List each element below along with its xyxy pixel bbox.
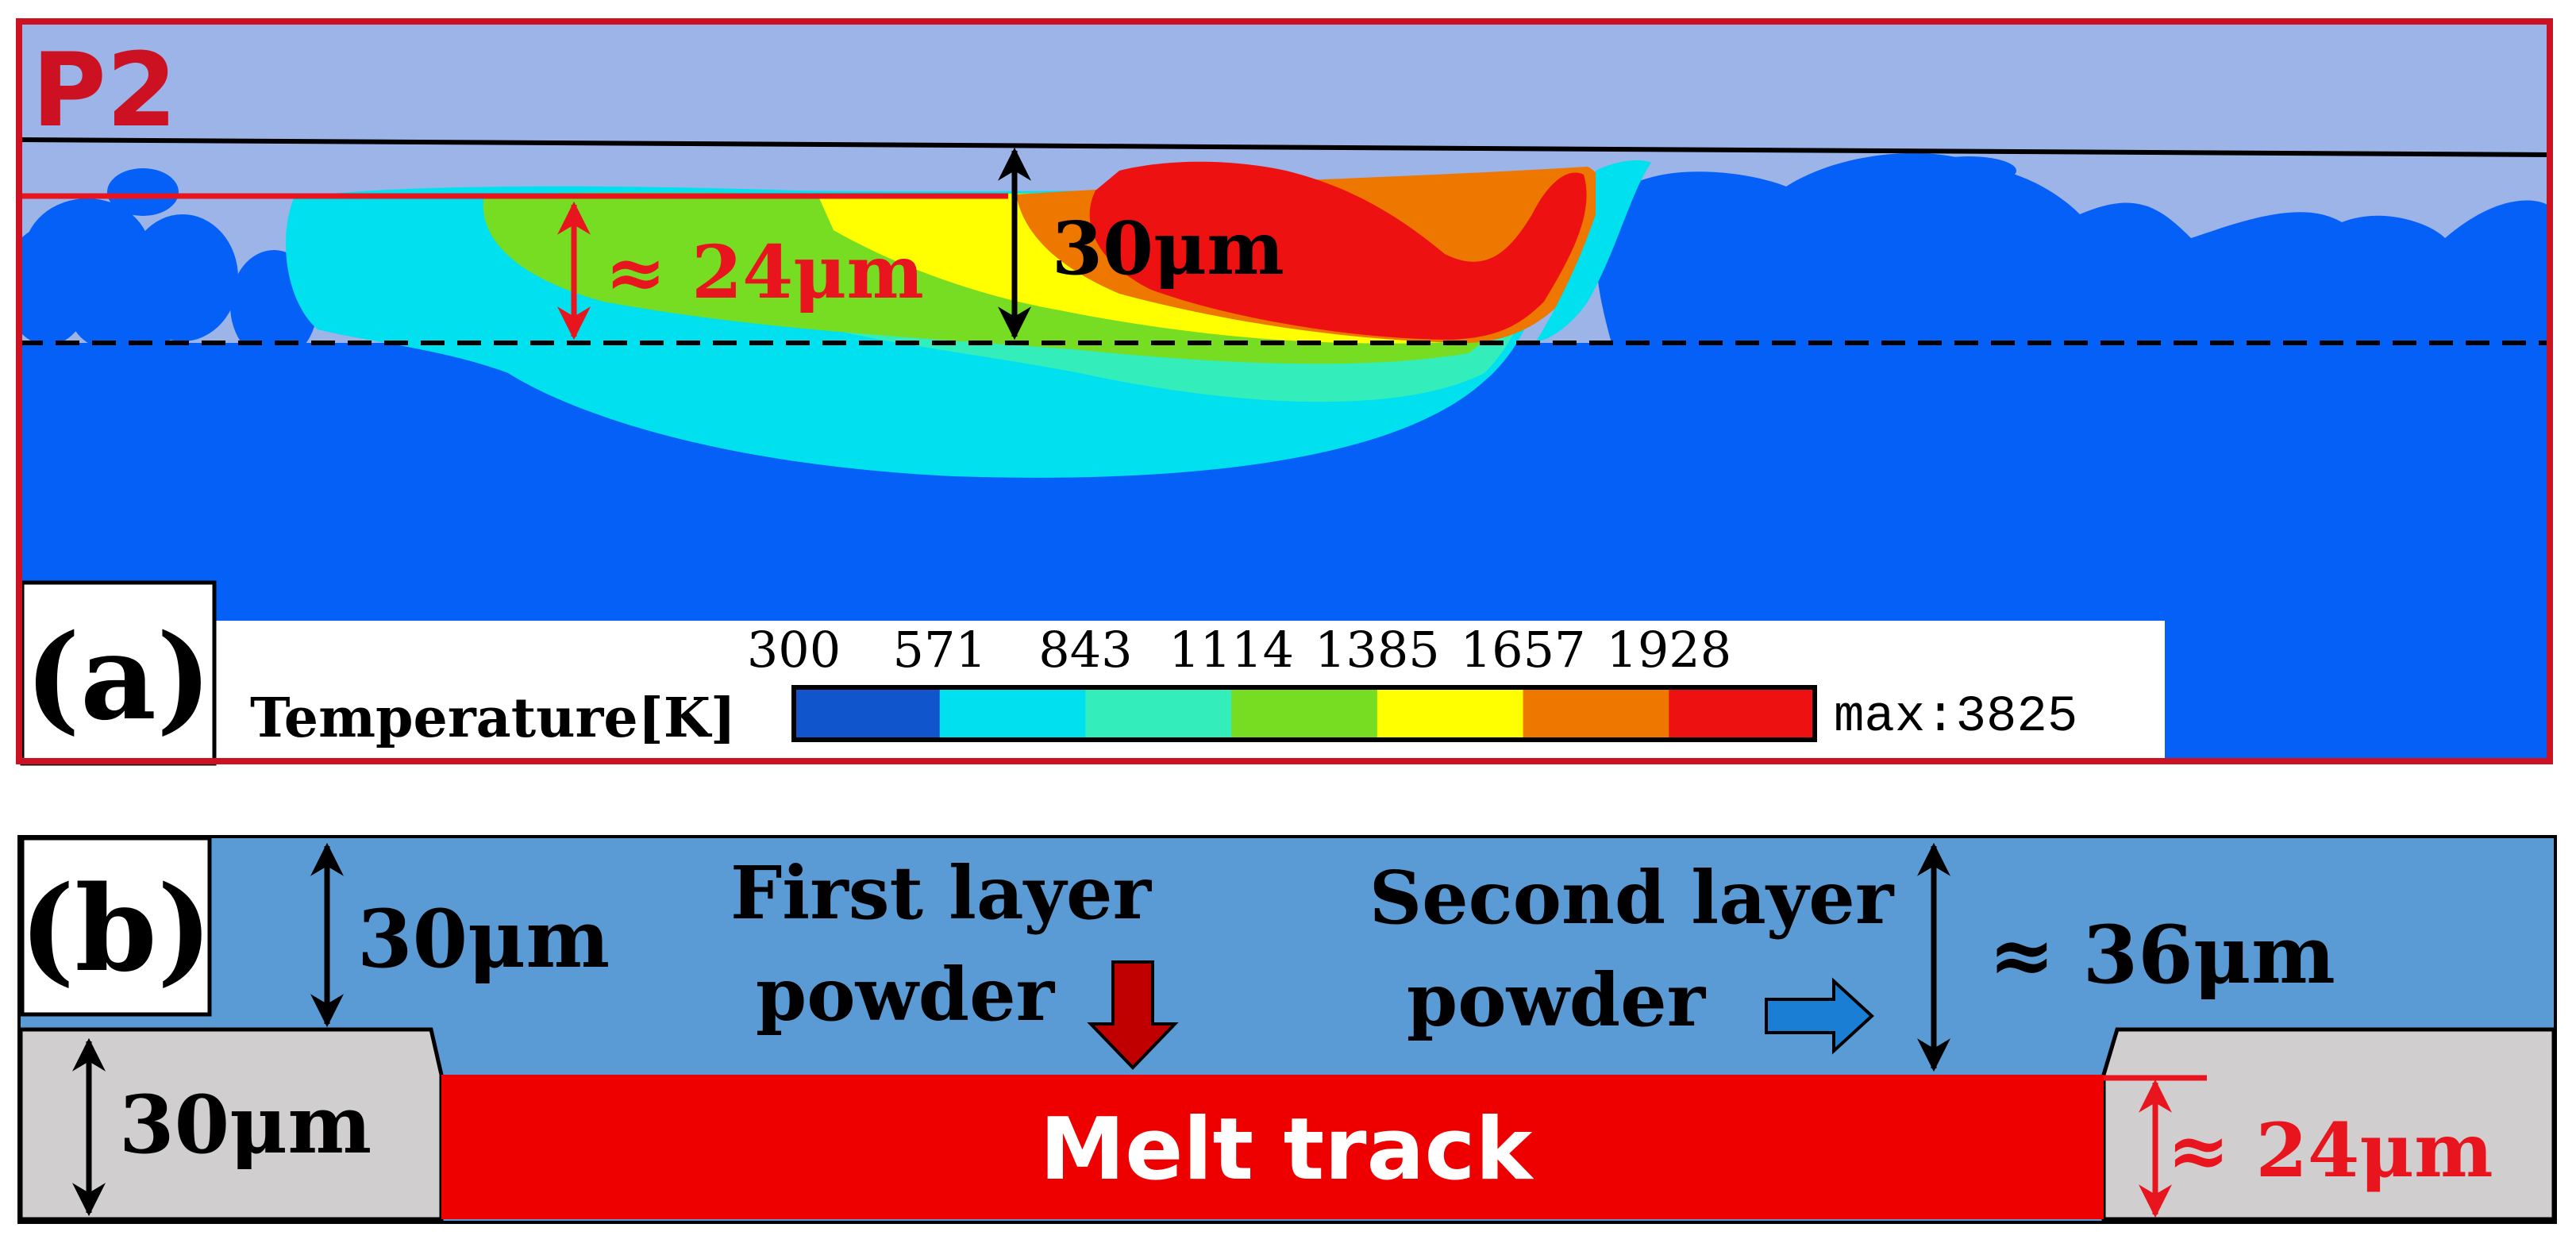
first-layer-down-arrow (1087, 960, 1179, 1070)
legend-swatch (1669, 687, 1816, 740)
legend-tick-label: 571 (893, 621, 987, 679)
second-layer-label-line2: powder (1407, 957, 1707, 1043)
legend-swatch (794, 687, 941, 740)
first-layer-label-line2: powder (756, 952, 1056, 1037)
melt-track (441, 1075, 2104, 1219)
legend-max: max:3825 (1834, 689, 2077, 746)
dim-label-right: ≈ 36μm (1989, 908, 2335, 1002)
dim-label-bottom-left: 30μm (119, 1078, 372, 1172)
legend-tick-label: 1114 (1169, 621, 1294, 679)
legend-swatch (1231, 687, 1378, 740)
zone-wall-cyan (1536, 160, 1651, 341)
panel-label-box (20, 580, 217, 766)
legend-tick-label: 843 (1038, 621, 1132, 679)
legend-swatch (1523, 687, 1669, 740)
legend-tick-label: 1928 (1606, 621, 1731, 679)
legend-tick-label: 1385 (1315, 621, 1440, 679)
powder-particles-right (1596, 152, 2550, 343)
panel-a-frame (16, 18, 2553, 764)
panel-label-a: (a) (25, 608, 212, 746)
legend-ticks: 300 571 843 1114 1385 1657 1928 (747, 621, 1731, 679)
top-reference-line (18, 137, 2551, 157)
panel-a: ≈ 24μm 30μm P2 (a) Temperature[K] 300 571… (16, 18, 2553, 766)
legend-tick-label: 1657 (1461, 621, 1586, 679)
panel-tag: P2 (32, 32, 177, 150)
dim-label-top-left: 30μm (357, 892, 610, 986)
panel-b-outline (17, 835, 2557, 1224)
panel-b: Melt track (b) 30μm 30μm ≈ 36μm ≈ 24μm F… (17, 835, 2557, 1224)
legend-swatch (939, 687, 1086, 740)
first-layer-label-line1: First layer (730, 850, 1153, 936)
solid-block-right (2101, 1027, 2556, 1222)
legend-colorbar-border (791, 685, 1817, 742)
second-layer-right-arrow (1765, 977, 1874, 1055)
second-layer-label-line1: Second layer (1369, 855, 1895, 941)
dim-label-black-a: 30μm (1052, 206, 1284, 291)
panel-label-box-b (20, 836, 212, 1017)
legend-tick-label: 300 (747, 621, 841, 679)
melt-track-label: Melt track (1040, 1100, 1534, 1199)
dim-label-red-a: ≈ 24μm (605, 229, 924, 315)
dim-label-red-b: ≈ 24μm (2167, 1107, 2493, 1195)
legend-swatch (1085, 687, 1232, 740)
legend-colorbar (794, 687, 1816, 740)
zone-melt-max (1089, 161, 1587, 340)
legend-title: Temperature[K] (250, 687, 736, 750)
panel-label-b: (b) (19, 860, 213, 998)
legend-swatch (1377, 687, 1524, 740)
